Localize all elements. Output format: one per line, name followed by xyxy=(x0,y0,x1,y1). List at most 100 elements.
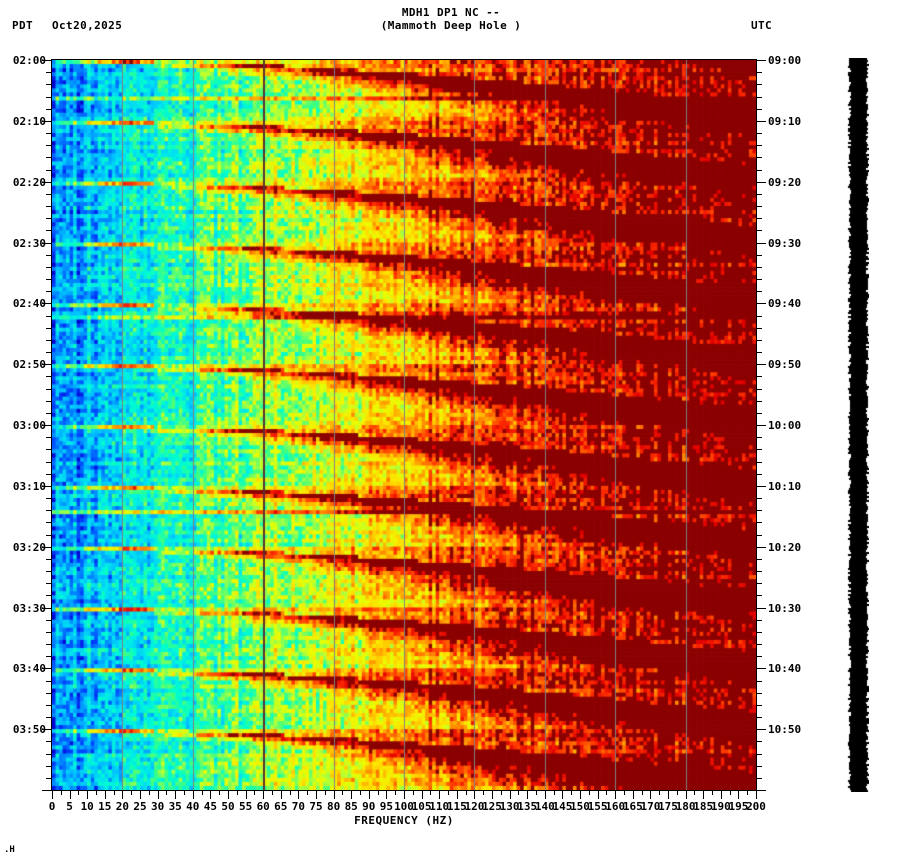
time-axis-minor-tick xyxy=(756,340,762,341)
time-axis-minor-tick xyxy=(46,145,52,146)
time-axis-minor-tick xyxy=(46,218,52,219)
time-axis-major-tick xyxy=(756,364,766,365)
frequency-axis-major-tick xyxy=(738,790,739,799)
frequency-axis-label: 85 xyxy=(344,800,358,813)
frequency-axis-label: 145 xyxy=(552,800,573,813)
time-axis-minor-tick xyxy=(46,157,52,158)
time-axis-major-tick xyxy=(42,364,52,365)
frequency-axis-minor-tick xyxy=(589,790,590,795)
frequency-axis-label: 95 xyxy=(379,800,394,813)
page-subtitle: (Mammoth Deep Hole ) xyxy=(380,19,522,32)
time-axis-minor-tick xyxy=(756,644,762,645)
frequency-axis-label: 135 xyxy=(517,800,538,813)
frequency-axis-major-tick xyxy=(580,790,581,799)
time-axis-pdt-label: 02:10 xyxy=(12,114,46,128)
frequency-axis-major-tick xyxy=(140,790,141,799)
time-axis-major-tick xyxy=(42,182,52,183)
frequency-axis-major-tick xyxy=(193,790,194,799)
time-axis-minor-tick xyxy=(46,462,52,463)
frequency-axis-minor-tick xyxy=(395,790,396,795)
time-axis-major-tick xyxy=(42,608,52,609)
time-axis-minor-tick xyxy=(46,109,52,110)
time-axis-minor-tick xyxy=(756,754,762,755)
frequency-axis-major-tick xyxy=(210,790,211,799)
time-axis-minor-tick xyxy=(756,705,762,706)
time-axis-pdt-label: 02:30 xyxy=(12,236,46,250)
time-axis-minor-tick xyxy=(756,267,762,268)
frequency-axis-major-tick xyxy=(246,790,247,799)
frequency-axis-minor-tick xyxy=(378,790,379,795)
time-axis-minor-tick xyxy=(756,279,762,280)
time-axis-minor-tick xyxy=(46,741,52,742)
frequency-axis-minor-tick xyxy=(307,790,308,795)
frequency-axis-major-tick xyxy=(281,790,282,799)
time-axis-minor-tick xyxy=(46,413,52,414)
frequency-axis-major-tick xyxy=(703,790,704,799)
time-axis-minor-tick xyxy=(46,401,52,402)
time-axis-major-tick xyxy=(42,303,52,304)
time-axis-minor-tick xyxy=(756,218,762,219)
time-axis-minor-tick xyxy=(46,170,52,171)
time-axis-minor-tick xyxy=(46,766,52,767)
time-axis-major-tick xyxy=(42,790,52,791)
time-axis-major-tick xyxy=(42,121,52,122)
frequency-axis-label: 10 xyxy=(80,800,94,813)
time-axis-major-tick xyxy=(42,243,52,244)
frequency-axis-minor-tick xyxy=(149,790,150,795)
time-axis-minor-tick xyxy=(46,583,52,584)
time-axis-minor-tick xyxy=(46,291,52,292)
frequency-axis-label: 60 xyxy=(256,800,270,813)
frequency-axis-major-tick xyxy=(298,790,299,799)
frequency-axis-major-tick xyxy=(457,790,458,799)
frequency-axis-minor-tick xyxy=(61,790,62,795)
frequency-axis-major-tick xyxy=(615,790,616,799)
frequency-axis-major-tick xyxy=(334,790,335,799)
frequency-axis-label: 195 xyxy=(728,800,749,813)
frequency-axis-minor-tick xyxy=(78,790,79,795)
time-axis-minor-tick xyxy=(46,84,52,85)
page-header: PDT Oct20,2025 MDH1 DP1 NC -- (Mammoth D… xyxy=(0,0,902,52)
frequency-axis-minor-tick xyxy=(448,790,449,795)
time-axis-minor-tick xyxy=(46,656,52,657)
time-axis-minor-tick xyxy=(756,413,762,414)
frequency-axis-major-tick xyxy=(263,790,264,799)
frequency-axis-major-tick xyxy=(686,790,687,799)
time-axis-major-tick xyxy=(756,608,766,609)
time-axis-minor-tick xyxy=(756,316,762,317)
frequency-axis-label: 45 xyxy=(203,800,218,813)
frequency-axis-label: 20 xyxy=(115,800,130,813)
frequency-axis-minor-tick xyxy=(659,790,660,795)
frequency-axis-minor-tick xyxy=(677,790,678,795)
time-axis-minor-tick xyxy=(756,583,762,584)
time-axis-minor-tick xyxy=(756,84,762,85)
time-axis-minor-tick xyxy=(46,474,52,475)
time-axis-minor-tick xyxy=(46,194,52,195)
time-axis-utc-label: 10:00 xyxy=(768,419,802,432)
frequency-axis-major-tick xyxy=(175,790,176,799)
time-axis-minor-tick xyxy=(756,474,762,475)
time-axis-minor-tick xyxy=(756,133,762,134)
frequency-axis-major-tick xyxy=(650,790,651,799)
frequency-axis-major-tick xyxy=(510,790,511,799)
frequency-axis-major-tick xyxy=(105,790,106,799)
time-axis-pdt-label: 03:10 xyxy=(12,479,46,493)
frequency-axis-label: 140 xyxy=(534,800,555,813)
frequency-axis-minor-tick xyxy=(430,790,431,795)
frequency-axis-minor-tick xyxy=(166,790,167,795)
frequency-axis-minor-tick xyxy=(342,790,343,795)
frequency-axis-major-tick xyxy=(52,790,53,799)
frequency-axis-label: 125 xyxy=(482,800,502,813)
time-axis-minor-tick xyxy=(46,340,52,341)
time-axis-minor-tick xyxy=(756,376,762,377)
frequency-axis-minor-tick xyxy=(747,790,748,795)
frequency-axis-minor-tick xyxy=(466,790,467,795)
frequency-axis-minor-tick xyxy=(202,790,203,795)
time-axis-major-tick xyxy=(756,668,766,669)
time-axis-minor-tick xyxy=(756,656,762,657)
time-axis-utc-label: 10:30 xyxy=(768,601,802,615)
time-axis-pdt-label: 02:40 xyxy=(12,297,46,311)
time-axis-minor-tick xyxy=(46,620,52,621)
time-axis-minor-tick xyxy=(46,498,52,499)
frequency-axis-label: 175 xyxy=(658,800,678,813)
frequency-axis-label: 75 xyxy=(309,800,323,813)
